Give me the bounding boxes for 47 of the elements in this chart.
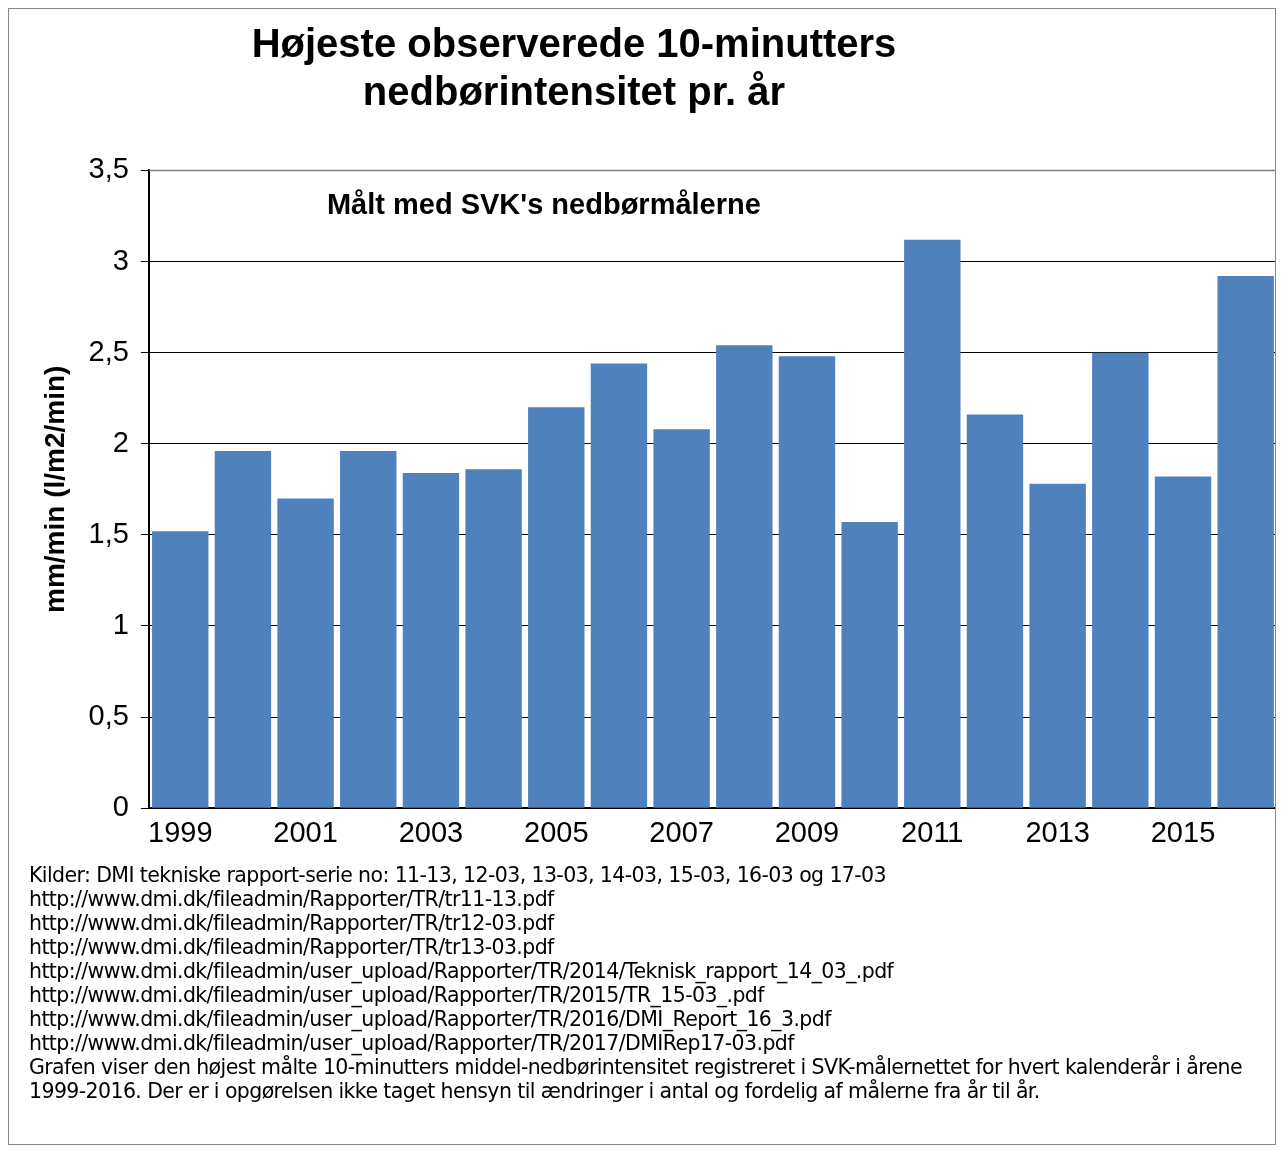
y-axis-title: mm/min (l/m2/min): [38, 365, 70, 613]
bar: [277, 498, 334, 808]
bar: [1092, 352, 1149, 808]
text: http://www.dmi.dk/fileadmin/Rapporter/TR/tr11-13.pdf: [29, 887, 556, 911]
bar: [653, 429, 710, 808]
y-tick-label: 3,5: [88, 152, 129, 185]
x-tick-label: 2003: [398, 815, 464, 848]
bar: [214, 451, 272, 808]
text: http://www.dmi.dk/fileadmin/Rapporter/TR/tr13-03.pdf: [29, 935, 556, 959]
text: http://www.dmi.dk/fileadmin/user_upload/Rapporter/TR/2016/DMI_Report_16_3.pdf: [29, 1007, 833, 1031]
bar: [778, 356, 836, 808]
x-tick-label: 2005: [524, 815, 589, 848]
x-tick-label: 2001: [273, 815, 338, 848]
text: Kilder: DMI tekniske rapport-serie no: 11-13, 12-03, 13-03, 14-03, 15-03, 16-03 og 17-03: [29, 863, 887, 887]
bar: [1154, 476, 1212, 808]
bar: [841, 522, 898, 808]
x-tick-label: 2013: [1025, 815, 1090, 848]
text: http://www.dmi.dk/fileadmin/user_upload/Rapporter/TR/2017/DMIRep17-03.pdf: [29, 1031, 795, 1055]
bar: [402, 472, 460, 808]
bar: [465, 469, 522, 808]
y-tick-label: 2,5: [88, 334, 129, 367]
y-tick-label: 0: [112, 790, 129, 823]
x-tick-label: 1999: [147, 815, 213, 848]
y-tick-label: 2: [112, 425, 129, 458]
y-tick-label: 1,5: [88, 516, 129, 549]
bar: [340, 451, 397, 808]
chart-title: Højeste observerede 10-minutters nedbørintensitet pr. år: [250, 20, 898, 115]
text: http://www.dmi.dk/fileadmin/user_upload/Rapporter/TR/2014/Teknisk_rapport_14_03_.pdf: [29, 959, 895, 983]
x-tick-label: 2009: [774, 815, 840, 848]
y-tick-label: 1: [112, 607, 129, 640]
bar: [966, 414, 1024, 808]
y-tick-label: 0,5: [88, 699, 129, 732]
text: Grafen viser den højest målte 10-minutters middel-nedbørintensitet registreret i SVK-målernettet for hvert kalenderår i årene 1999-2016. Der er i opgørelsen ikke taget hensyn til ændringer i antal og fordelig af målerne fra år til år.: [29, 1055, 1243, 1103]
bar: [904, 239, 961, 808]
x-tick-label: 2011: [901, 815, 964, 848]
bar: [716, 345, 773, 808]
bar: [1029, 483, 1086, 808]
text: http://www.dmi.dk/fileadmin/Rapporter/TR/tr12-03.pdf: [29, 911, 556, 935]
x-tick-label: 2007: [649, 815, 714, 848]
x-tick-label: 2015: [1150, 815, 1216, 848]
bar: [590, 363, 648, 808]
y-tick-label: 3: [112, 243, 129, 276]
bar: [528, 407, 585, 808]
text: http://www.dmi.dk/fileadmin/user_upload/Rapporter/TR/2015/TR_15-03_.pdf: [29, 983, 765, 1007]
bar: [1217, 276, 1274, 808]
bar: [152, 531, 209, 808]
text: Målt med SVK's nedbørmålerne: [326, 188, 761, 221]
